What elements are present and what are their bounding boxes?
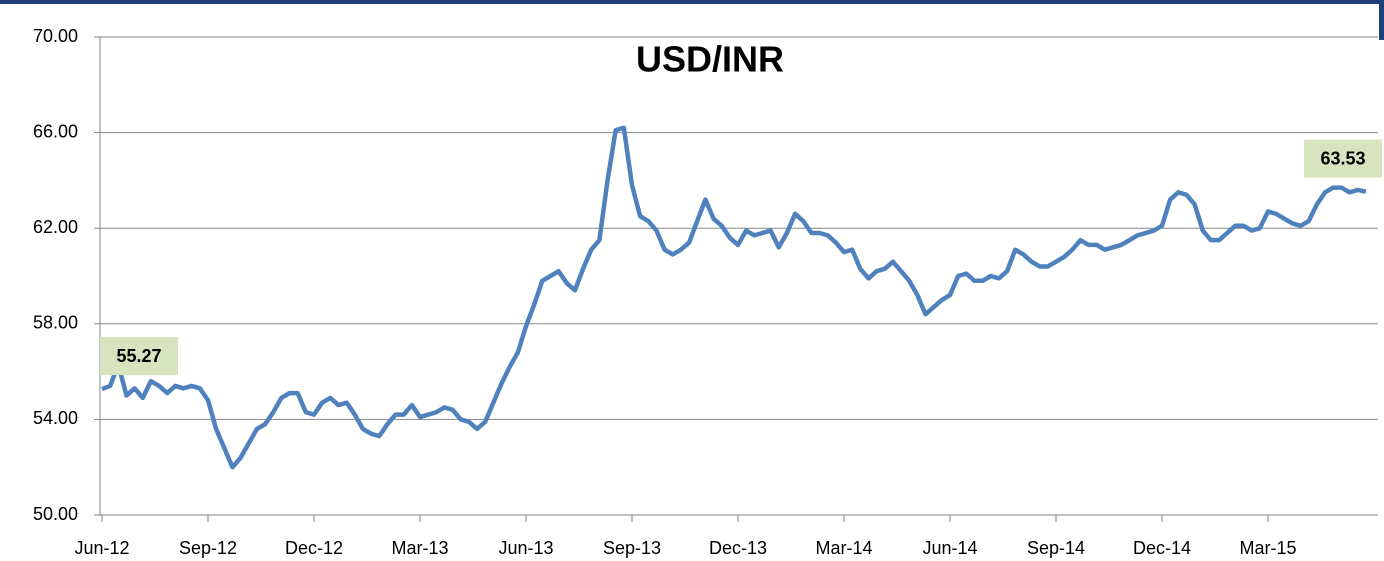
y-tick-label: 66.00 <box>33 121 78 141</box>
data-label-box <box>1304 139 1382 178</box>
y-tick-label: 54.00 <box>33 408 78 428</box>
top-bar <box>0 0 1384 4</box>
chart-title: USD/INR <box>636 39 784 80</box>
data-label-box <box>100 337 178 376</box>
x-tick-label: Sep-12 <box>179 538 237 558</box>
x-tick-label: Dec-13 <box>709 538 767 558</box>
y-tick-label: 50.00 <box>33 504 78 524</box>
x-tick-label: Dec-12 <box>285 538 343 558</box>
x-tick-label: Mar-15 <box>1239 538 1296 558</box>
side-bar <box>1379 4 1384 40</box>
data-label-text: 63.53 <box>1320 148 1365 168</box>
x-tick-label: Sep-13 <box>603 538 661 558</box>
data-label: 63.53 <box>1304 139 1382 178</box>
x-tick-label: Dec-14 <box>1133 538 1191 558</box>
y-tick-label: 70.00 <box>33 26 78 46</box>
x-tick-label: Mar-14 <box>815 538 872 558</box>
data-label-text: 55.27 <box>116 346 161 366</box>
data-label: 55.27 <box>100 337 178 376</box>
y-tick-label: 62.00 <box>33 217 78 237</box>
x-tick-label: Jun-13 <box>498 538 553 558</box>
y-tick-label: 58.00 <box>33 313 78 333</box>
x-tick-label: Sep-14 <box>1027 538 1085 558</box>
x-tick-label: Jun-14 <box>922 538 977 558</box>
x-tick-label: Jun-12 <box>74 538 129 558</box>
line-series <box>101 125 1367 470</box>
x-tick-label: Mar-13 <box>391 538 448 558</box>
